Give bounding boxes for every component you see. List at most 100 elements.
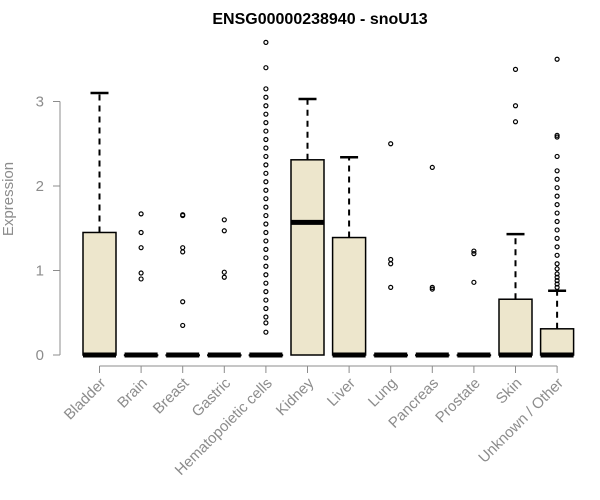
outlier-point [554, 56, 560, 62]
x-tick-label: Skin [493, 375, 526, 408]
outlier-point [263, 246, 269, 252]
outlier-point [138, 276, 144, 282]
outlier-point [263, 289, 269, 295]
outlier-point [512, 103, 519, 109]
outlier-point [554, 210, 560, 216]
outlier-point [221, 269, 227, 275]
outlier-point [554, 168, 560, 174]
outlier-point [180, 245, 186, 251]
outlier-point [554, 153, 560, 160]
outlier-point [554, 201, 560, 208]
outlier-point [263, 320, 269, 326]
outlier-point [263, 255, 269, 261]
outlier-point [263, 103, 269, 109]
outlier-point [263, 136, 269, 143]
x-tick-label: Brain [114, 375, 151, 412]
outlier-point [554, 244, 560, 250]
x-tick-label: Liver [324, 375, 359, 410]
x-tick-label: Bladder [61, 375, 110, 424]
box-unknown-other [539, 56, 575, 358]
outlier-point [263, 272, 269, 278]
box-kidney [290, 97, 325, 356]
outlier-point [263, 221, 269, 227]
outlier-point [221, 217, 227, 223]
box-bladder [82, 91, 117, 358]
outlier-point [138, 245, 144, 251]
outlier-point [263, 187, 269, 193]
outlier-point [554, 185, 560, 191]
outlier-point [554, 134, 560, 140]
y-axis: 0 1 2 3 [36, 94, 61, 364]
outlier-point [471, 279, 477, 285]
outlier-point [180, 299, 186, 305]
outlier-point [263, 120, 269, 126]
outlier-point [263, 86, 269, 92]
outlier-point [263, 145, 269, 151]
outlier-point [263, 39, 269, 45]
chart-title: ENSG00000238940 - snoU13 [212, 11, 427, 28]
outlier-point [388, 256, 394, 263]
y-tick-label: 3 [36, 94, 44, 111]
box-gastric [207, 217, 242, 358]
outlier-point [512, 66, 519, 72]
x-tick-label: Kidney [273, 374, 318, 419]
x-tick-label: Prostate [432, 375, 484, 427]
box-liver [331, 156, 367, 358]
outlier-point [263, 212, 269, 219]
outlier-point [429, 164, 435, 171]
outlier-point [554, 218, 560, 225]
outlier-point [263, 65, 269, 71]
outlier-point [471, 248, 477, 254]
outlier-point [263, 128, 269, 134]
box-body [290, 159, 325, 356]
y-tick-label: 2 [36, 178, 44, 195]
outlier-point [554, 227, 560, 233]
outlier-point [138, 270, 144, 276]
outlier-point [554, 284, 560, 290]
outlier-point [554, 235, 560, 241]
box-body [82, 231, 117, 356]
outlier-point [180, 322, 186, 329]
outlier-point [221, 274, 227, 280]
outlier-point [554, 266, 560, 272]
outlier-point [263, 170, 269, 176]
outlier-point [263, 263, 269, 269]
outlier-point [388, 261, 394, 267]
outlier-point [554, 176, 560, 182]
outlier-point [554, 278, 560, 284]
outlier-point [263, 297, 269, 303]
outlier-point [263, 204, 269, 210]
outlier-point [180, 249, 186, 255]
box-prostate [456, 248, 492, 358]
outlier-point [512, 119, 519, 125]
x-tick-label: Lung [365, 375, 401, 411]
plot-area [82, 39, 575, 358]
outlier-point [263, 314, 269, 320]
box-breast [165, 212, 200, 358]
y-tick-label: 0 [36, 347, 44, 364]
outlier-point [263, 94, 269, 100]
outlier-point [263, 111, 269, 117]
outlier-point [554, 252, 560, 258]
outlier-point [554, 193, 560, 199]
box-body [539, 328, 575, 356]
box-hematopoietic-cells [248, 39, 284, 358]
outlier-point [263, 153, 269, 160]
outlier-point [388, 141, 394, 147]
x-tick-label: Breast [150, 374, 193, 417]
box-pancreas [415, 164, 450, 358]
outlier-point [263, 229, 269, 236]
outlier-point [554, 281, 560, 287]
box-lung [373, 141, 408, 358]
outlier-point [263, 329, 269, 335]
outlier-point [388, 284, 394, 290]
outlier-point [554, 132, 560, 138]
outlier-point [263, 305, 269, 312]
outlier-point [221, 228, 227, 234]
y-axis-label: Expression [0, 162, 17, 236]
box-brain [123, 211, 159, 358]
outlier-point [180, 212, 186, 218]
outlier-point [263, 238, 269, 244]
